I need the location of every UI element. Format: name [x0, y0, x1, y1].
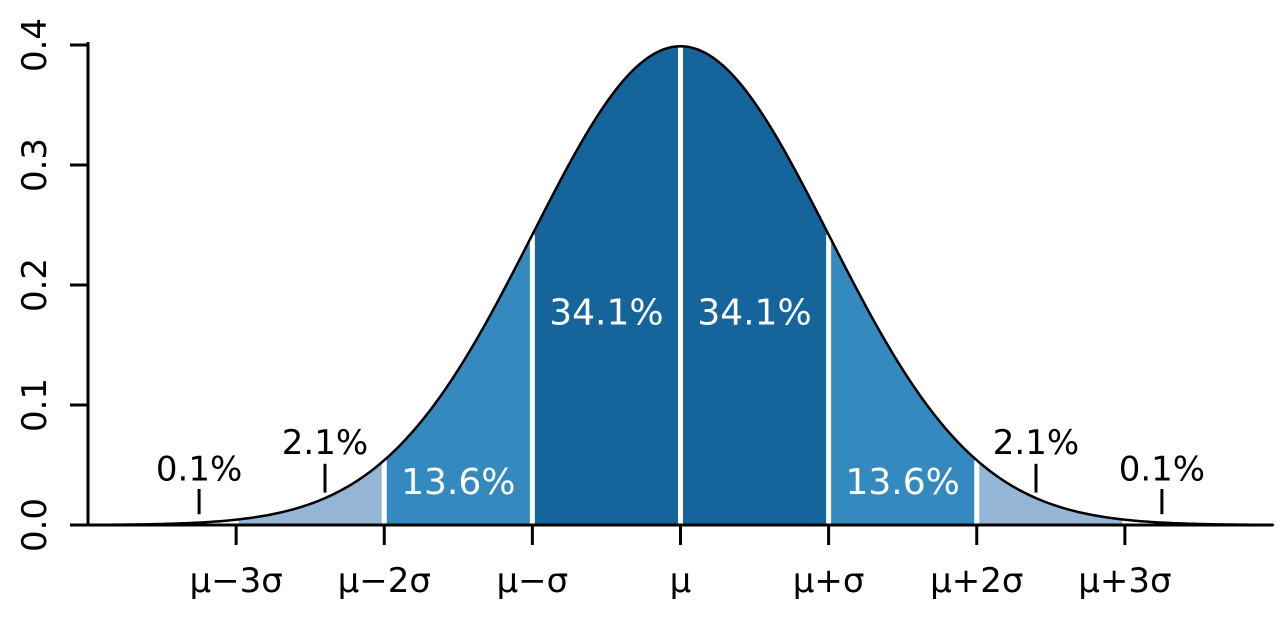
- y-tick-label: 0.1: [15, 378, 55, 432]
- x-tick-label: μ+σ: [793, 561, 865, 601]
- percent-label: 34.1%: [549, 293, 663, 334]
- region-band: [680, 46, 829, 526]
- region-band: [532, 46, 681, 526]
- percent-label: 13.6%: [401, 462, 515, 503]
- y-tick-label: 0.3: [15, 138, 55, 192]
- x-tick-label: μ−3σ: [189, 561, 282, 601]
- y-tick-label: 0.4: [15, 18, 55, 72]
- y-tick-label: 0.0: [15, 498, 55, 552]
- percent-label: 2.1%: [282, 423, 368, 463]
- percent-label: 0.1%: [156, 450, 242, 490]
- x-tick-label: μ+2σ: [930, 561, 1023, 601]
- x-tick-label: μ: [670, 561, 692, 601]
- percent-label: 34.1%: [697, 293, 811, 334]
- density-curve: [86, 45, 1275, 527]
- percent-label: 0.1%: [1119, 450, 1205, 490]
- x-tick-label: μ−2σ: [338, 561, 431, 601]
- percent-label: 13.6%: [846, 462, 960, 503]
- x-tick-label: μ−σ: [497, 561, 569, 601]
- y-tick-label: 0.2: [15, 258, 55, 312]
- x-tick-label: μ+3σ: [1078, 561, 1171, 601]
- region-band: [236, 460, 385, 525]
- percent-label: 2.1%: [993, 423, 1079, 463]
- region-band: [976, 460, 1125, 525]
